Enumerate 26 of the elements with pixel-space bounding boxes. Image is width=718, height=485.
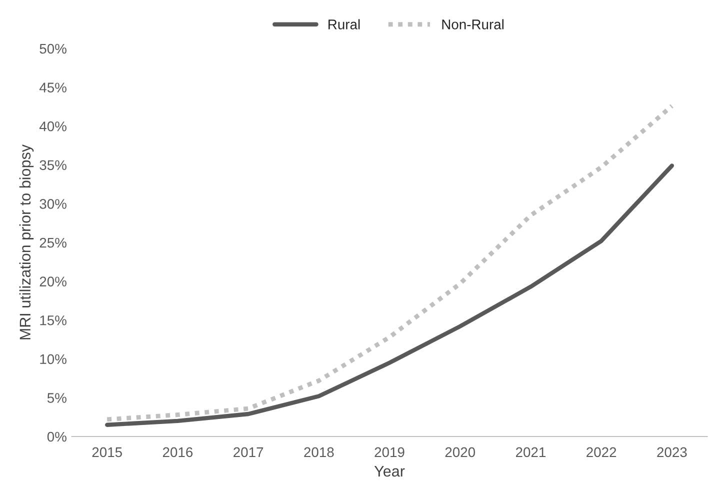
x-tick-label: 2021 bbox=[516, 447, 546, 458]
x-axis-title: Year bbox=[374, 466, 405, 477]
y-tick-label: 35% bbox=[40, 160, 66, 170]
x-tick-label: 2018 bbox=[304, 447, 334, 458]
y-tick-label: 30% bbox=[40, 199, 66, 209]
y-tick-label: 20% bbox=[40, 276, 66, 286]
y-tick-label: 15% bbox=[40, 315, 66, 326]
x-tick-label: 2015 bbox=[92, 447, 122, 458]
y-tick-label: 25% bbox=[40, 238, 66, 248]
line-series bbox=[105, 164, 674, 427]
line-series bbox=[104, 104, 674, 422]
y-axis-title: MRI utilization prior to biopsy bbox=[19, 144, 34, 340]
y-tick-label: 5% bbox=[47, 393, 66, 403]
x-tick-label: 2023 bbox=[657, 447, 687, 458]
y-tick-label: 45% bbox=[39, 82, 66, 92]
y-tick-label: 50% bbox=[40, 44, 66, 54]
x-tick-label: 2019 bbox=[374, 447, 404, 458]
legend-label: Non-Rural bbox=[442, 19, 504, 30]
y-tick-label: 0% bbox=[47, 432, 66, 442]
legend-label: Rural bbox=[328, 19, 360, 30]
x-tick-label: 2017 bbox=[234, 447, 264, 458]
x-tick-label: 2016 bbox=[162, 447, 193, 458]
y-tick-label: 40% bbox=[39, 121, 66, 132]
y-tick-label: 10% bbox=[40, 354, 66, 364]
x-tick-label: 2020 bbox=[445, 447, 476, 458]
x-tick-label: 2022 bbox=[586, 447, 616, 458]
